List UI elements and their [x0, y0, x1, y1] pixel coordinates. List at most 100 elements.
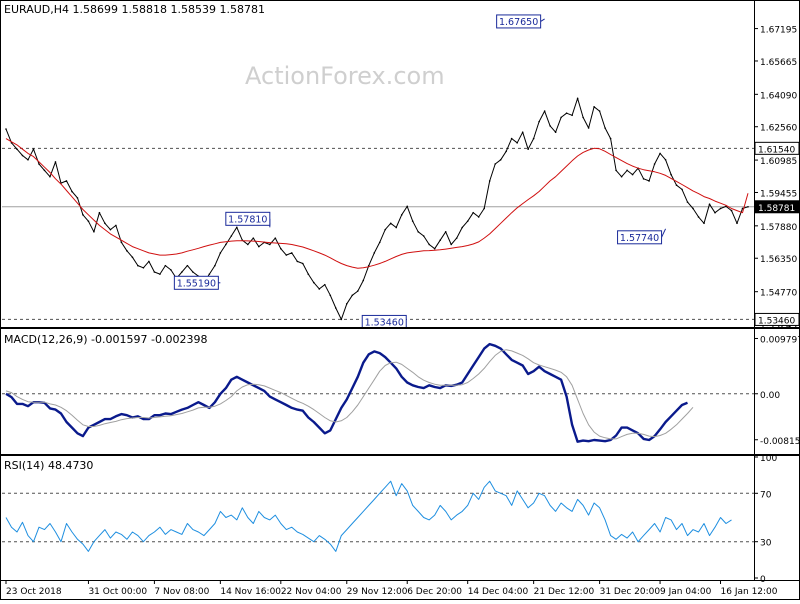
price-point — [642, 178, 645, 180]
macd-macd-line — [5, 342, 688, 443]
price-point — [406, 205, 409, 208]
x-tick-label: 29 Nov 12:00 — [347, 587, 408, 597]
price-point — [373, 252, 376, 254]
price-point — [351, 294, 354, 297]
watermark: ActionForex.com — [245, 62, 445, 90]
price-point — [422, 235, 425, 237]
price-point — [609, 137, 612, 140]
price-point — [49, 175, 51, 178]
price-point — [516, 142, 518, 144]
price-point — [389, 222, 392, 225]
price-point — [543, 110, 546, 112]
price-point — [120, 241, 123, 244]
annotation-box — [225, 211, 271, 226]
rsi-rsi-line — [5, 480, 732, 552]
annotation-leader — [661, 228, 667, 238]
price-point — [461, 226, 463, 229]
price-point — [109, 228, 112, 231]
price-point — [208, 273, 211, 275]
price-point — [598, 110, 601, 112]
price-point — [527, 148, 529, 150]
price-point — [444, 230, 447, 233]
annotation-box — [496, 14, 542, 29]
price-point — [82, 214, 84, 216]
price-tick-label: 1.60985 — [760, 157, 797, 167]
price-point — [323, 283, 326, 286]
price-point — [65, 180, 68, 182]
price-tick-label: 1.67195 — [760, 26, 797, 36]
price-point — [32, 148, 35, 150]
price-point — [653, 163, 656, 165]
price-point — [247, 243, 249, 246]
x-tick-label: 21 Dec 12:00 — [534, 587, 595, 597]
price-tick-label: 1.64090 — [760, 91, 797, 101]
annotation-box — [173, 275, 219, 290]
macd-tick-label: 0.00 — [760, 391, 780, 401]
price-point — [170, 269, 172, 271]
price-point — [236, 226, 238, 229]
price-panel: EURAUD,H4 1.58699 1.58818 1.58539 1.5878… — [2, 3, 800, 331]
macd-panel-title: MACD(12,26,9) -0.001597 -0.002398 — [4, 333, 207, 346]
price-point — [648, 180, 650, 182]
price-price-line — [5, 97, 749, 320]
price-level-label-1: 1.58781 — [758, 204, 795, 214]
price-panel-title: EURAUD,H4 1.58699 1.58818 1.58539 1.5878… — [4, 3, 265, 16]
price-tick-label: 1.54770 — [760, 289, 797, 299]
x-tick-label: 6 Dec 20:00 — [407, 587, 462, 597]
price-point — [137, 264, 139, 267]
price-point — [615, 169, 617, 172]
price-point — [164, 264, 167, 267]
annotation-label: 1.53460 — [365, 317, 404, 328]
x-tick-label: 14 Nov 16:00 — [220, 587, 281, 597]
price-point — [521, 131, 524, 134]
price-point — [71, 190, 73, 193]
price-point — [87, 220, 90, 222]
price-point — [582, 116, 584, 119]
price-tick-label: 1.57880 — [760, 223, 797, 233]
rsi-tick-label: 30 — [760, 539, 772, 549]
price-point — [219, 252, 222, 254]
price-point — [565, 112, 568, 114]
price-point — [659, 152, 661, 155]
price-point — [741, 207, 744, 210]
price-point — [433, 247, 436, 250]
price-point — [312, 281, 315, 284]
price-point — [538, 120, 540, 123]
annotation-label: 1.55190 — [177, 278, 216, 289]
price-point — [38, 163, 40, 165]
rsi-tick-label: 100 — [760, 454, 777, 464]
price-point — [76, 197, 79, 199]
macd-signal-line — [5, 349, 694, 440]
price-point — [230, 235, 233, 237]
macd-tick-label: -0.008152 — [760, 437, 800, 447]
price-point — [587, 127, 590, 129]
price-point — [395, 226, 398, 229]
price-tick-label: 1.53245 — [760, 321, 797, 331]
price-point — [192, 271, 194, 273]
annotation-box — [617, 230, 663, 245]
price-point — [747, 205, 749, 208]
macd-tick-label: 0.009797 — [760, 335, 800, 345]
price-point — [532, 137, 535, 140]
price-point — [697, 216, 700, 218]
price-point — [148, 260, 150, 263]
price-point — [483, 207, 485, 210]
price-point — [631, 173, 634, 176]
annotation-label: 1.57740 — [620, 233, 659, 244]
price-point — [560, 116, 562, 119]
price-point — [362, 279, 365, 282]
price-point — [159, 273, 161, 275]
price-point — [104, 222, 106, 225]
price-tick-label: 1.65665 — [760, 58, 797, 68]
price-point — [477, 216, 480, 218]
price-point — [318, 288, 321, 290]
price-point — [27, 158, 29, 161]
price-tick-label: 1.62560 — [760, 124, 797, 134]
macd-panel: MACD(12,26,9) -0.001597 -0.002398 0.0097… — [2, 333, 800, 447]
price-point — [5, 128, 7, 130]
x-tick-label: 22 Nov 04:00 — [281, 587, 342, 597]
price-point — [719, 207, 722, 210]
price-point — [98, 211, 101, 214]
price-point — [307, 273, 310, 275]
